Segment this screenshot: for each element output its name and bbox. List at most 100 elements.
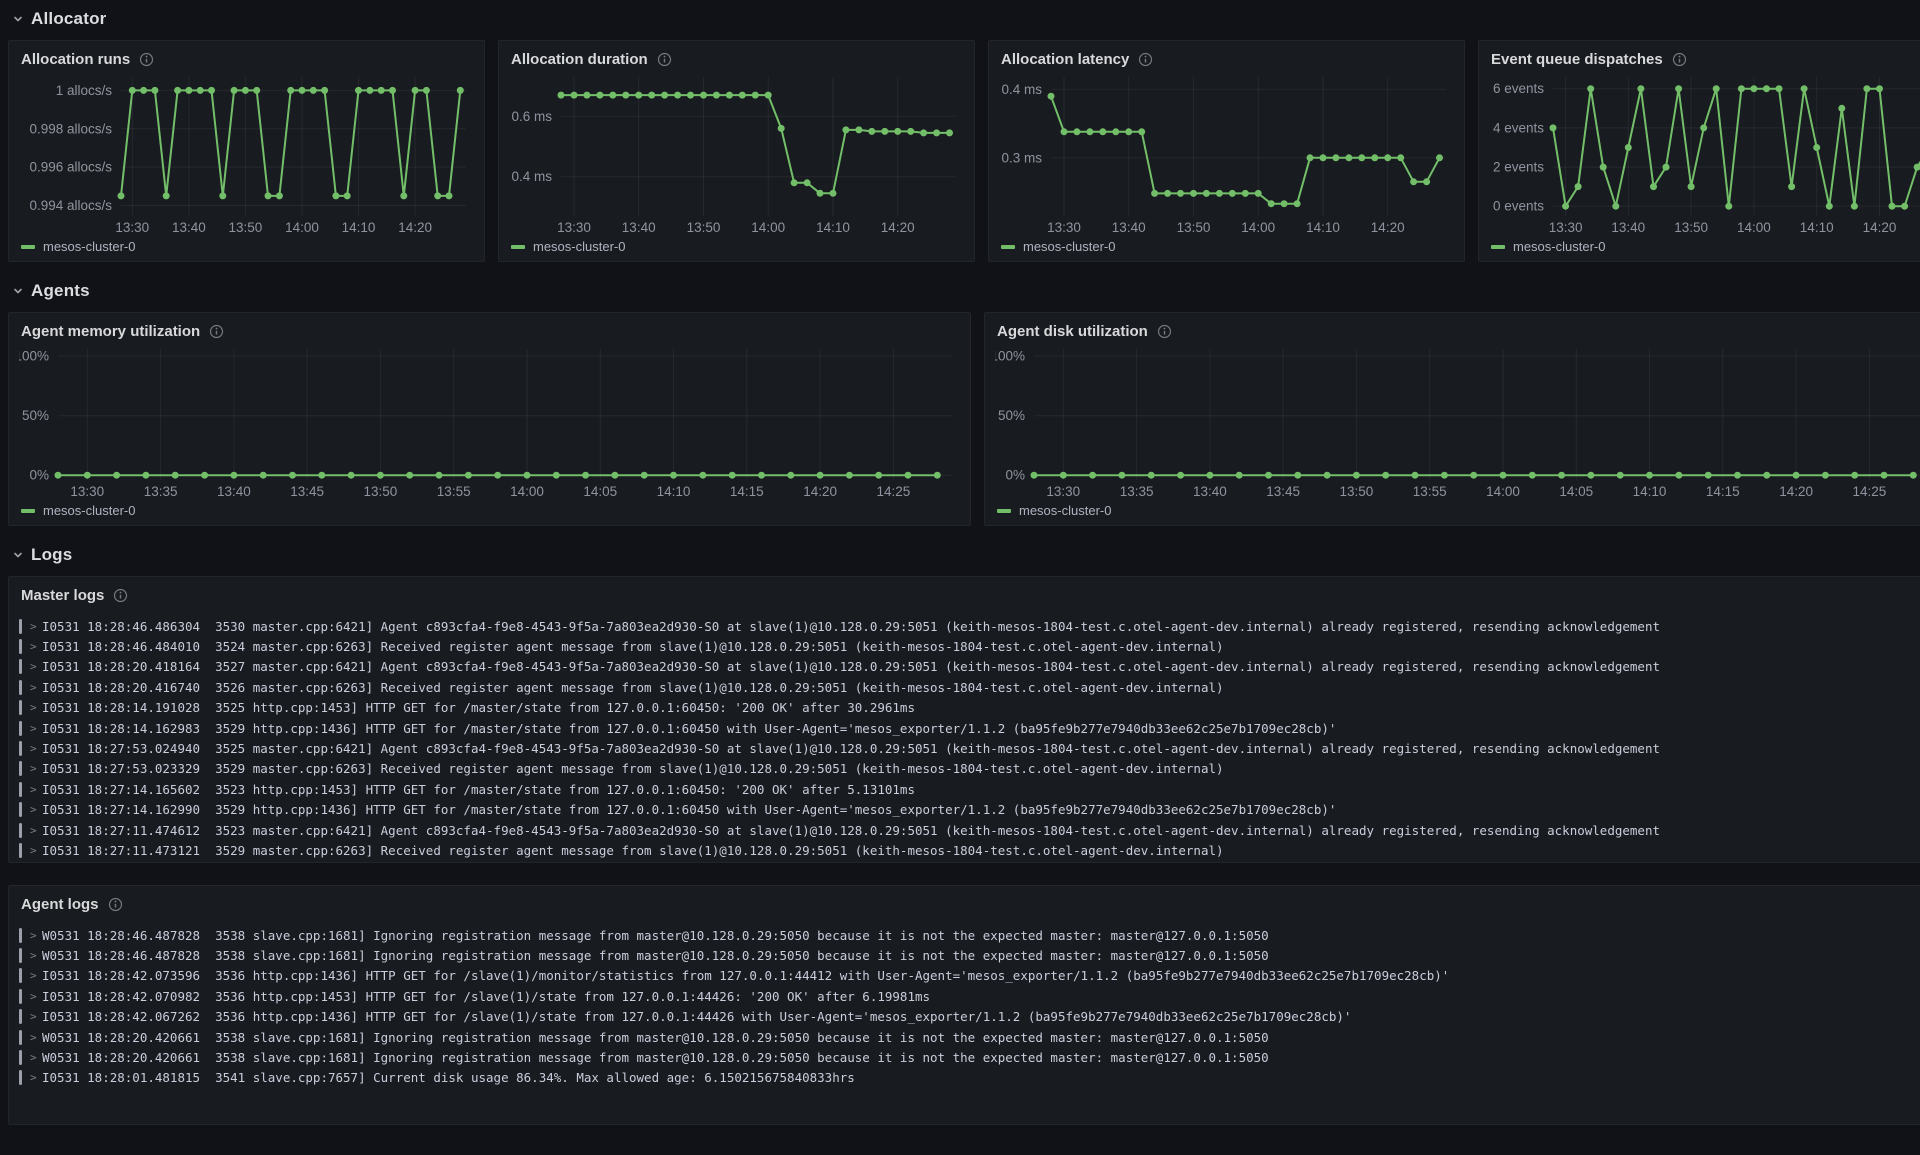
panel-header[interactable]: Agent disk utilization	[995, 319, 1920, 343]
panel-header[interactable]: Allocation duration	[509, 47, 964, 71]
log-line-text: I0531 18:28:14.162983 3529 http.cpp:1436…	[42, 720, 1337, 736]
log-expand-chevron-icon[interactable]: >	[30, 660, 37, 674]
log-line-text: W0531 18:28:20.420661 3538 slave.cpp:168…	[42, 1029, 1269, 1045]
svg-text:14:00: 14:00	[751, 220, 785, 235]
panel-header[interactable]: Master logs	[19, 583, 1920, 607]
log-row: > I0531 18:28:46.484010 3524 master.cpp:6…	[19, 636, 1920, 656]
log-expand-chevron-icon[interactable]: >	[30, 701, 37, 715]
log-expand-chevron-icon[interactable]: >	[30, 803, 37, 817]
legend-series-label[interactable]: mesos-cluster-0	[1023, 239, 1116, 254]
log-line-text: I0531 18:28:42.067262 3536 http.cpp:1436…	[42, 1009, 1352, 1025]
log-expand-chevron-icon[interactable]: >	[30, 721, 37, 735]
log-expand-chevron-icon[interactable]: >	[30, 619, 37, 633]
legend-series-swatch	[21, 508, 35, 513]
log-level-bar-icon	[19, 761, 22, 777]
panel-legend: mesos-cluster-0	[999, 236, 1454, 257]
svg-text:13:30: 13:30	[1046, 484, 1080, 499]
info-icon[interactable]	[108, 897, 123, 912]
info-icon[interactable]	[1138, 52, 1153, 67]
panel-legend: mesos-cluster-0	[509, 236, 964, 257]
log-expand-chevron-icon[interactable]: >	[30, 928, 37, 942]
panel-title[interactable]: Agent memory utilization	[21, 322, 201, 340]
section-header-agents[interactable]: Agents	[12, 280, 1920, 302]
log-expand-chevron-icon[interactable]: >	[30, 1010, 37, 1024]
svg-text:2 events: 2 events	[1493, 160, 1544, 175]
log-expand-chevron-icon[interactable]: >	[30, 1071, 37, 1085]
info-icon[interactable]	[113, 588, 128, 603]
log-expand-chevron-icon[interactable]: >	[30, 969, 37, 983]
svg-text:14:20: 14:20	[398, 220, 432, 235]
log-expand-chevron-icon[interactable]: >	[30, 680, 37, 694]
legend-series-label[interactable]: mesos-cluster-0	[1019, 503, 1112, 518]
info-icon[interactable]	[209, 324, 224, 339]
log-expand-chevron-icon[interactable]: >	[30, 1051, 37, 1065]
allocation-latency-chart[interactable]: 0.4 ms 0.3 ms 13:30 13:40 13:50 14:00 14:10 14:…	[999, 71, 1454, 236]
log-expand-chevron-icon[interactable]: >	[30, 762, 37, 776]
log-expand-chevron-icon[interactable]: >	[30, 823, 37, 837]
legend-series-label[interactable]: mesos-cluster-0	[43, 239, 136, 254]
log-level-bar-icon	[19, 639, 22, 655]
svg-text:4 events: 4 events	[1493, 120, 1544, 135]
panel-title[interactable]: Agent logs	[21, 895, 99, 913]
legend-series-swatch	[997, 508, 1011, 513]
log-row: > I0531 18:28:20.418164 3527 master.cpp:6…	[19, 657, 1920, 677]
panel-title[interactable]: Event queue dispatches	[1491, 50, 1663, 68]
allocation-duration-chart[interactable]: 0.6 ms 0.4 ms 13:30 13:40 13:50 14:00 14:10 14:…	[509, 71, 964, 236]
log-row: > I0531 18:27:11.473121 3529 master.cpp:6…	[19, 840, 1920, 858]
svg-text:0.994 allocs/s: 0.994 allocs/s	[29, 198, 112, 213]
panel-header[interactable]: Allocation runs	[19, 47, 474, 71]
legend-series-label[interactable]: mesos-cluster-0	[43, 503, 136, 518]
log-line-text: W0531 18:28:20.420661 3538 slave.cpp:168…	[42, 1050, 1269, 1066]
allocation-runs-chart[interactable]: 1 allocs/s 0.998 allocs/s 0.996 allocs/s 0.…	[19, 71, 474, 236]
info-icon[interactable]	[1672, 52, 1687, 67]
log-line-text: I0531 18:28:20.416740 3526 master.cpp:62…	[42, 679, 1224, 695]
panel-event-queue-dispatches: Event queue dispatches 6 events 4 events 2…	[1478, 40, 1920, 262]
log-row: > I0531 18:28:46.486304 3530 master.cpp:6…	[19, 616, 1920, 636]
log-level-bar-icon	[19, 700, 22, 716]
panel-title[interactable]: Master logs	[21, 586, 105, 604]
legend-series-label[interactable]: mesos-cluster-0	[1513, 239, 1606, 254]
log-expand-chevron-icon[interactable]: >	[30, 640, 37, 654]
log-expand-chevron-icon[interactable]: >	[30, 949, 37, 963]
log-expand-chevron-icon[interactable]: >	[30, 782, 37, 796]
info-icon[interactable]	[139, 52, 154, 67]
panel-title[interactable]: Allocation runs	[21, 50, 131, 68]
panel-master-logs: Master logs > I0531 18:28:46.486304 3530 …	[8, 576, 1920, 863]
info-icon[interactable]	[657, 52, 672, 67]
section-header-allocator[interactable]: Allocator	[12, 8, 1920, 30]
panel-legend: mesos-cluster-0	[19, 236, 474, 257]
log-level-bar-icon	[19, 822, 22, 838]
legend-series-label[interactable]: mesos-cluster-0	[533, 239, 626, 254]
event-queue-dispatches-chart[interactable]: 6 events 4 events 2 events 0 events 13:30 13:…	[1489, 71, 1920, 236]
section-title: Agents	[31, 281, 90, 300]
log-level-bar-icon	[19, 679, 22, 695]
panel-title[interactable]: Allocation latency	[1001, 50, 1130, 68]
panel-title[interactable]: Agent disk utilization	[997, 322, 1148, 340]
info-icon[interactable]	[1157, 324, 1172, 339]
log-expand-chevron-icon[interactable]: >	[30, 843, 37, 857]
log-level-bar-icon	[19, 948, 22, 964]
agent-disk-utilization-chart[interactable]: 100% 50% 0% 13:30 13:35 13:40 13:45 13:50 13:55 1…	[995, 343, 1920, 500]
svg-text:50%: 50%	[998, 408, 1025, 423]
chart-svg: 100% 50% 0% 13:30 13:35 13:40 13:45 13:50 13:55 1…	[995, 349, 1920, 499]
section-header-logs[interactable]: Logs	[12, 544, 1920, 566]
panel-header[interactable]: Allocation latency	[999, 47, 1454, 71]
log-expand-chevron-icon[interactable]: >	[30, 742, 37, 756]
agent-memory-utilization-chart[interactable]: 100% 50% 0% 13:30 13:35 13:40 13:45 13:50 13:55 1…	[19, 343, 960, 500]
svg-text:13:30: 13:30	[1047, 220, 1081, 235]
panel-header[interactable]: Event queue dispatches	[1489, 47, 1920, 71]
svg-text:14:25: 14:25	[877, 484, 911, 499]
log-line-text: I0531 18:28:46.486304 3530 master.cpp:64…	[42, 618, 1661, 634]
panel-title[interactable]: Allocation duration	[511, 50, 648, 68]
svg-text:14:00: 14:00	[1737, 220, 1771, 235]
svg-text:14:10: 14:10	[816, 220, 850, 235]
svg-text:0.4 ms: 0.4 ms	[1001, 82, 1042, 97]
log-row: > I0531 18:27:14.162990 3529 http.cpp:143…	[19, 800, 1920, 820]
log-expand-chevron-icon[interactable]: >	[30, 989, 37, 1003]
svg-text:14:15: 14:15	[730, 484, 764, 499]
svg-text:13:45: 13:45	[1266, 484, 1300, 499]
chart-svg: 100% 50% 0% 13:30 13:35 13:40 13:45 13:50 13:55 1…	[19, 349, 952, 499]
panel-header[interactable]: Agent logs	[19, 892, 1920, 916]
log-expand-chevron-icon[interactable]: >	[30, 1030, 37, 1044]
panel-header[interactable]: Agent memory utilization	[19, 319, 960, 343]
